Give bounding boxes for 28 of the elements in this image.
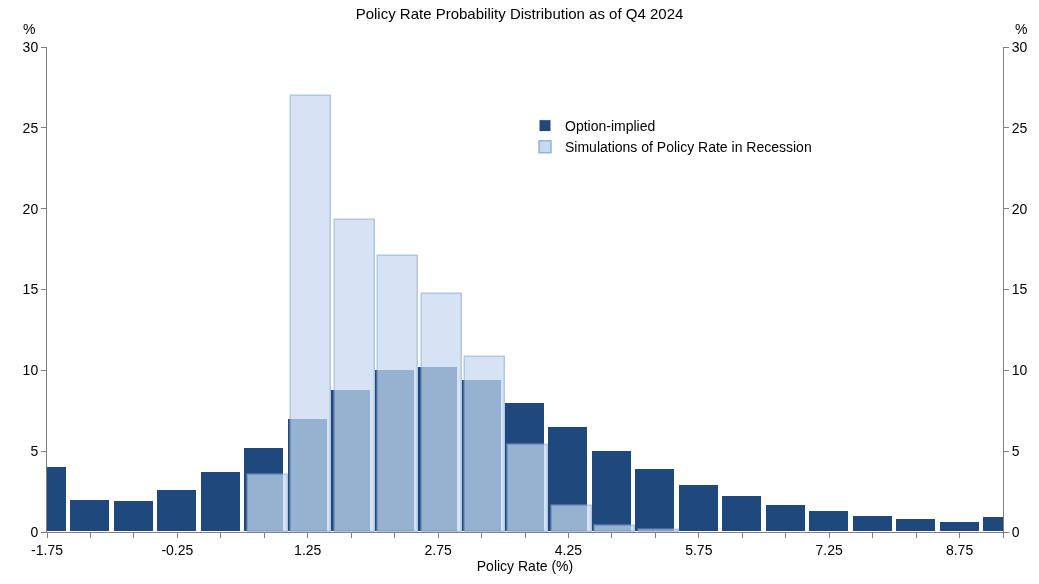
y-axis-title: % <box>23 21 36 37</box>
x-tick-label: -1.75 <box>31 541 64 558</box>
y2-tick-label: 30 <box>1011 38 1028 55</box>
y2-tick-label: 10 <box>1011 362 1028 379</box>
y2-axis-title: % <box>1015 21 1028 37</box>
y-tick-label: 15 <box>22 281 39 298</box>
y-tick-label: 30 <box>22 38 39 55</box>
legend-label: Simulations of Policy Rate in Recession <box>565 139 812 156</box>
x-tick-label: 1.25 <box>294 541 322 558</box>
y-tick-label: 20 <box>22 200 39 217</box>
x-tick-label: 7.25 <box>815 541 844 558</box>
y2-tick-label: 20 <box>1011 200 1028 217</box>
x-tick-label: 4.25 <box>554 541 583 558</box>
x-tick-label: 5.75 <box>685 541 713 558</box>
y-tick-label: 5 <box>30 443 39 460</box>
x-tick-label: -0.25 <box>161 541 194 558</box>
y2-tick-label: 5 <box>1011 443 1020 460</box>
y2-tick-label: 0 <box>1011 523 1020 540</box>
x-tick-label: 2.75 <box>424 541 452 558</box>
legend-label: Option-implied <box>565 118 656 135</box>
x-tick-label: 8.75 <box>945 541 974 558</box>
y2-tick-label: 15 <box>1011 281 1028 298</box>
y-tick-label: 10 <box>22 362 39 379</box>
y2-tick-label: 25 <box>1011 119 1028 136</box>
x-axis-title: Policy Rate (%) <box>476 558 574 575</box>
y-tick-label: 0 <box>30 523 39 540</box>
y-tick-label: 25 <box>22 119 39 136</box>
chart-title: Policy Rate Probability Distribution as of Q4 2024 <box>355 5 684 23</box>
